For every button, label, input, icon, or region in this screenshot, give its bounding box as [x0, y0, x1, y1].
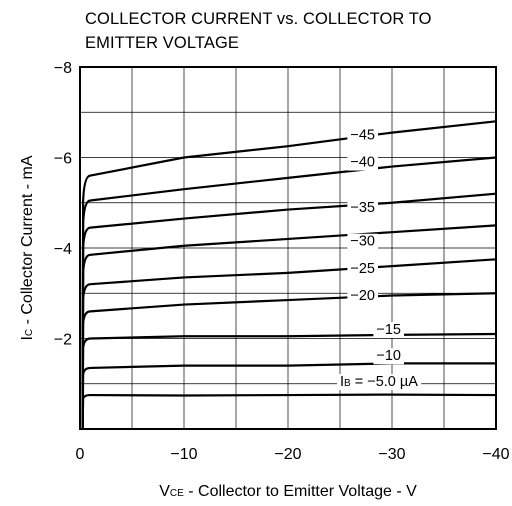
x-tick-label: −10 [170, 446, 197, 463]
series-label-1: IB = −5.0 µA [340, 374, 418, 390]
series-curve-5 [81, 258, 497, 430]
series-label-4: −20 [350, 288, 375, 304]
series-curve-1 [81, 393, 497, 430]
series-label-background [337, 374, 422, 391]
series-curve-6 [81, 224, 497, 430]
x-tick-label: −20 [274, 446, 301, 463]
series-curve-9 [81, 120, 497, 430]
grid-layer [80, 67, 496, 429]
x-tick-label: −40 [482, 446, 509, 463]
x-tick-label: 0 [76, 446, 85, 463]
y-tick-label: −4 [54, 241, 72, 258]
curve-layer [81, 120, 497, 430]
series-label-2: −10 [376, 348, 401, 364]
y-tick-label: −6 [54, 151, 72, 168]
curve-label-layer: IB = −5.0 µA −10 −15 −20 −25 −30 −35 −40 −45 [337, 127, 422, 391]
y-tick-label: −2 [54, 332, 72, 349]
series-label-9: −45 [350, 127, 375, 143]
y-axis-title: IC - Collector Current - mA [19, 155, 36, 340]
chart-title-line-1: COLLECTOR CURRENT vs. COLLECTOR TO [85, 10, 432, 28]
chart-title-line-2: EMITTER VOLTAGE [85, 34, 239, 52]
series-label-3: −15 [376, 322, 401, 338]
series-label-background [347, 127, 379, 144]
series-label-8: −40 [350, 155, 375, 171]
series-label-background [347, 154, 379, 171]
tick-label-layer: 0 −10 −20 −30 −40 −2 −4 −6 −8 [54, 60, 510, 463]
series-curve-4 [81, 292, 497, 430]
series-label-background [347, 233, 379, 250]
x-axis-title: VCE - Collector to Emitter Voltage - V [159, 483, 417, 500]
x-tick-label: −30 [378, 446, 405, 463]
series-label-background [347, 199, 379, 216]
series-label-background [347, 260, 379, 277]
series-label-6: −30 [350, 234, 375, 250]
series-curve-3 [81, 332, 497, 430]
plot-frame [79, 66, 497, 430]
series-label-7: −35 [350, 200, 375, 216]
series-label-5: −25 [350, 261, 375, 277]
series-label-background [373, 348, 405, 365]
series-label-background [373, 321, 405, 338]
y-tick-label: −8 [54, 60, 72, 77]
series-label-background [347, 288, 379, 305]
